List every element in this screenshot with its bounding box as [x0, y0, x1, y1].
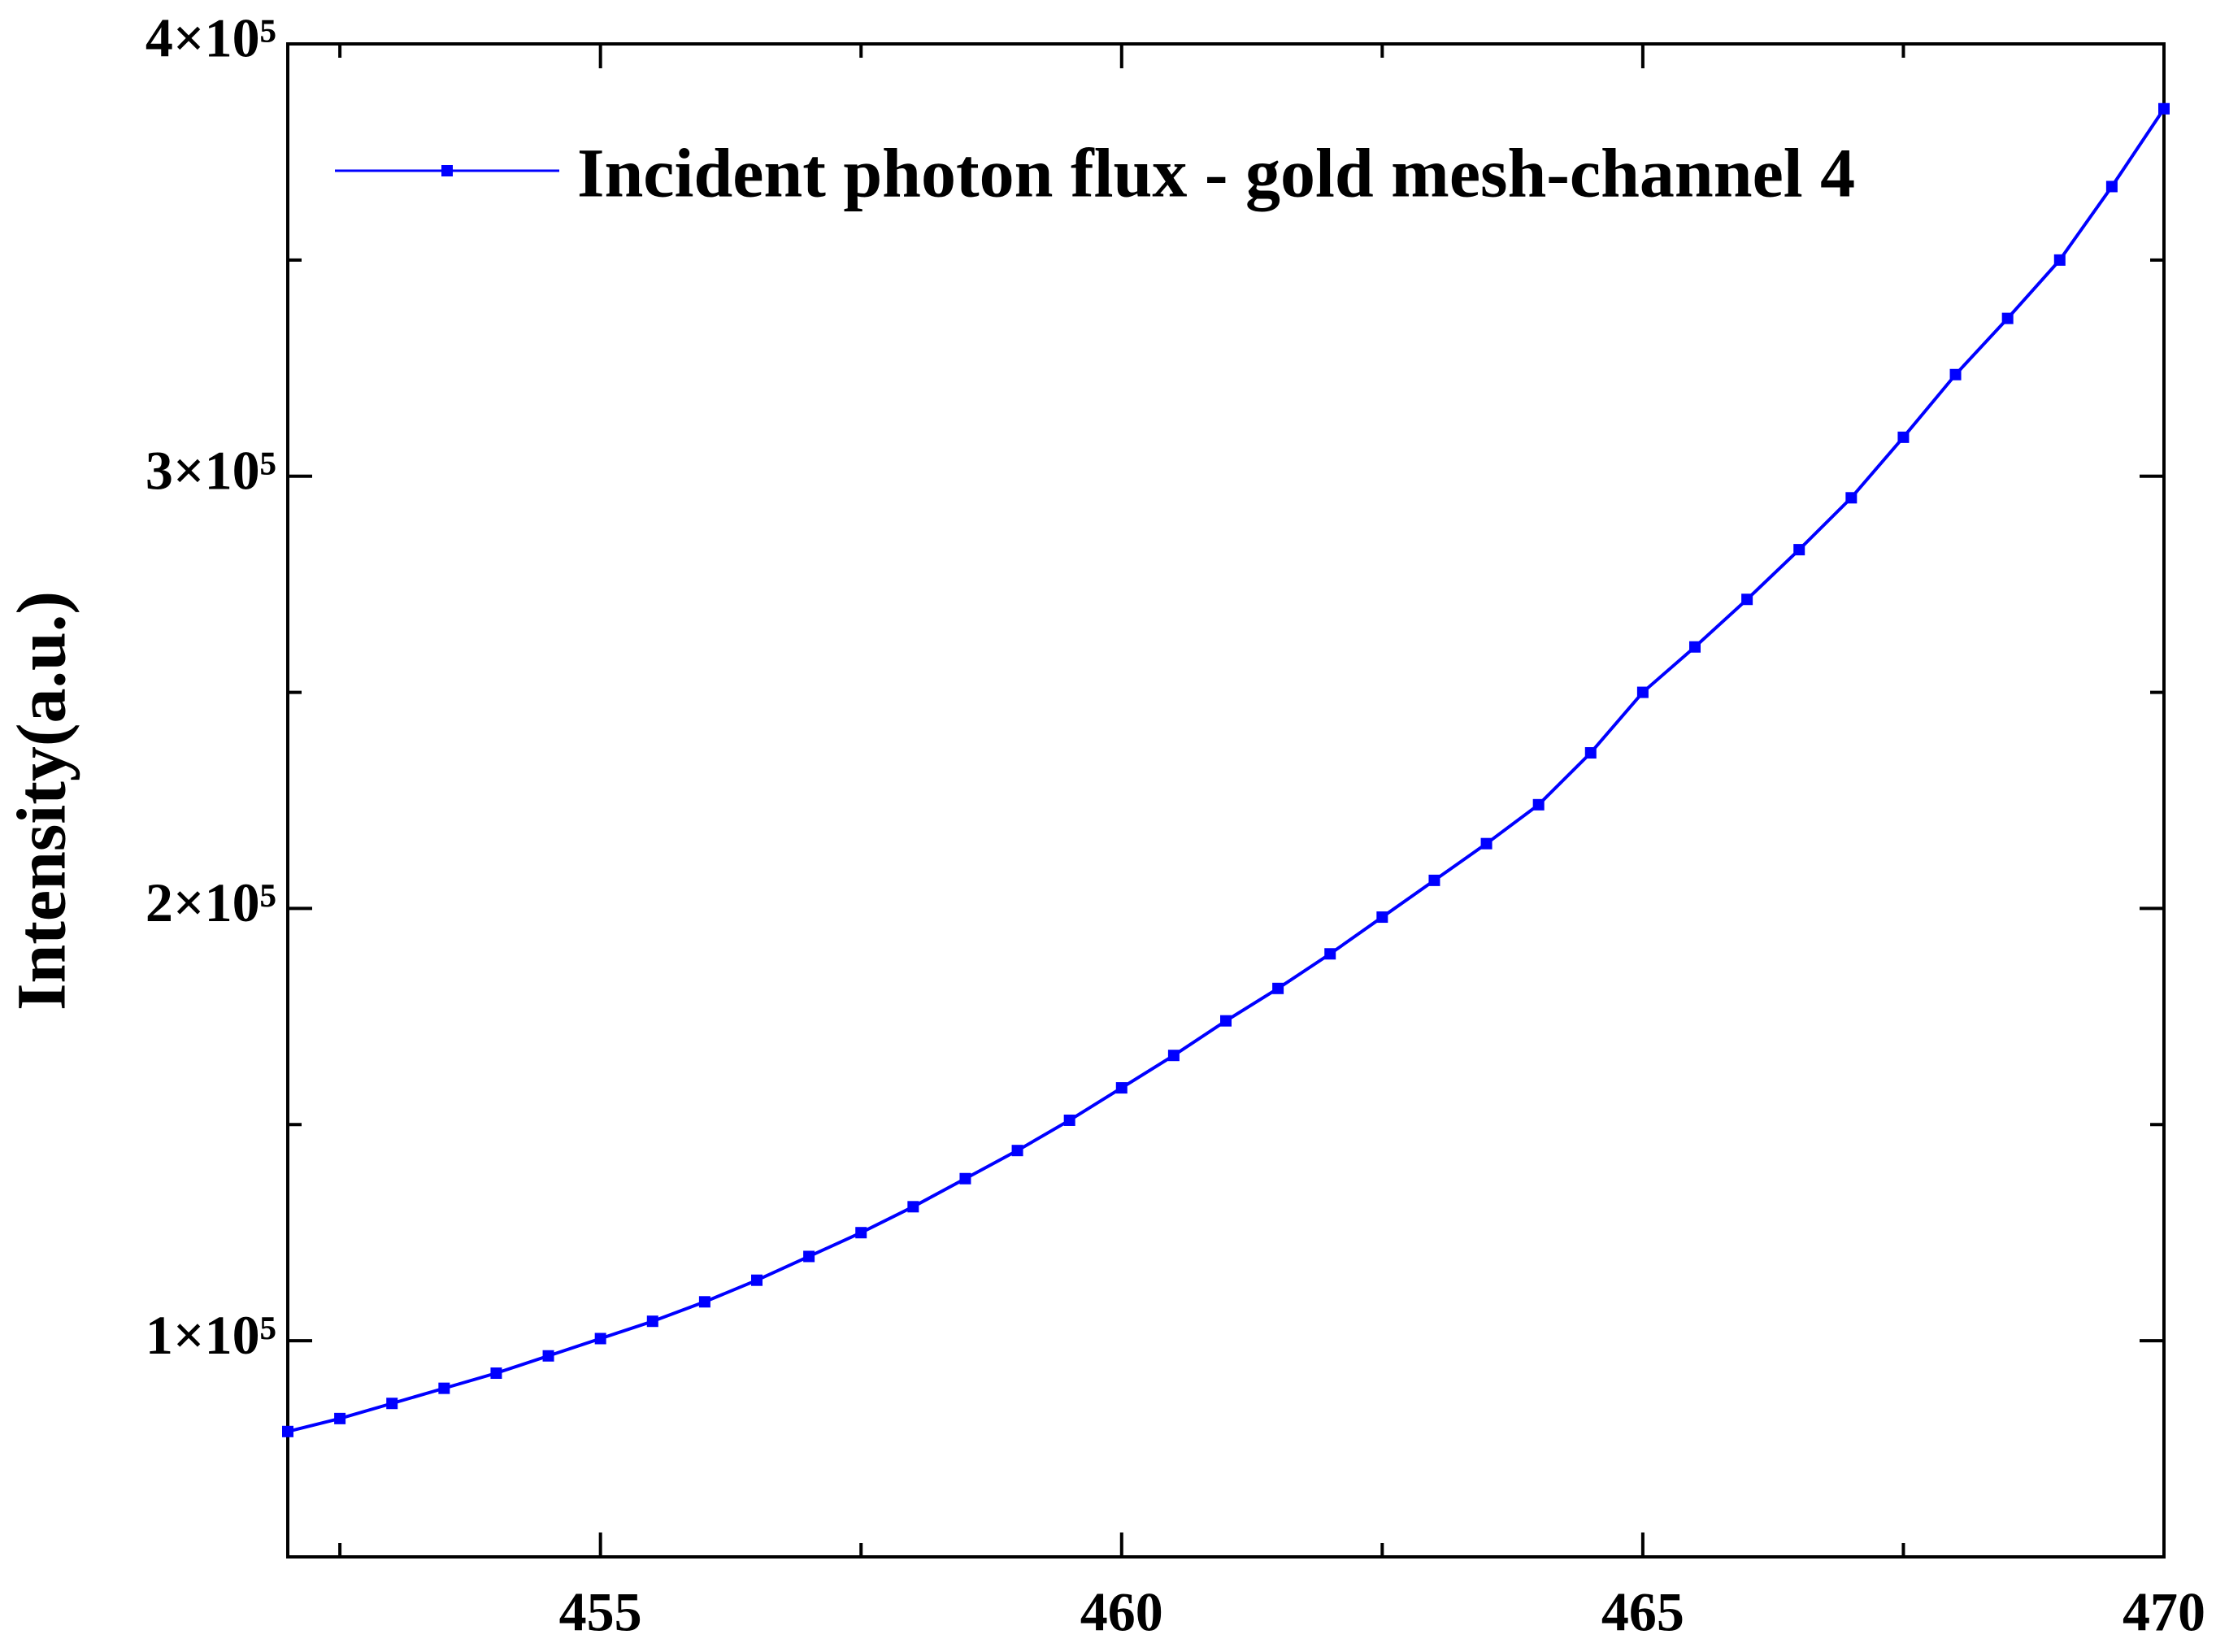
data-marker [1324, 948, 1336, 960]
data-marker [2158, 102, 2170, 115]
data-marker [1584, 747, 1597, 759]
data-marker [698, 1296, 710, 1308]
data-marker [1220, 1015, 1232, 1027]
data-marker [1115, 1082, 1128, 1094]
data-marker [855, 1227, 867, 1239]
data-marker [2001, 312, 2014, 324]
data-marker [803, 1250, 815, 1263]
y-tick-label: 1×10⁵ [146, 1304, 276, 1366]
data-marker [1636, 686, 1649, 698]
data-marker [1845, 492, 1858, 504]
data-marker [646, 1315, 658, 1328]
data-marker [438, 1382, 450, 1394]
data-marker [542, 1350, 554, 1362]
data-marker [1793, 544, 1805, 556]
data-marker [386, 1398, 398, 1410]
y-tick-label: 2×10⁵ [146, 872, 276, 933]
data-marker [1689, 641, 1701, 653]
data-marker [1063, 1114, 1075, 1126]
data-line [287, 107, 2166, 1433]
data-marker [1949, 368, 1962, 380]
data-marker [594, 1332, 606, 1345]
y-axis-title: Intensity(a.u.) [2, 591, 80, 1011]
data-marker [1376, 911, 1388, 924]
data-marker [1011, 1145, 1023, 1157]
x-tick-label: 470 [2123, 1581, 2205, 1643]
data-marker [334, 1412, 346, 1424]
data-marker [751, 1274, 763, 1286]
x-tick-label: 465 [1601, 1581, 1684, 1643]
y-tick-label: 4×10⁵ [146, 7, 276, 69]
plot-frame [286, 42, 2166, 1559]
data-marker [907, 1201, 919, 1213]
data-marker [1272, 982, 1284, 994]
data-marker [1428, 874, 1440, 886]
data-marker [1167, 1050, 1180, 1062]
legend-marker [441, 165, 453, 176]
data-marker [959, 1172, 971, 1185]
data-marker [1897, 431, 1910, 443]
data-marker [490, 1367, 502, 1380]
data-marker [1480, 837, 1493, 850]
data-marker [2053, 254, 2066, 266]
x-tick-label: 455 [559, 1581, 642, 1643]
legend-label: Incident photon flux - gold mesh-channel… [577, 134, 1855, 212]
data-marker [1532, 798, 1545, 811]
data-marker [282, 1425, 293, 1437]
data-marker [2105, 180, 2118, 193]
data-marker [1741, 593, 1753, 606]
y-tick-label: 3×10⁵ [146, 439, 276, 501]
x-tick-label: 460 [1080, 1581, 1163, 1643]
